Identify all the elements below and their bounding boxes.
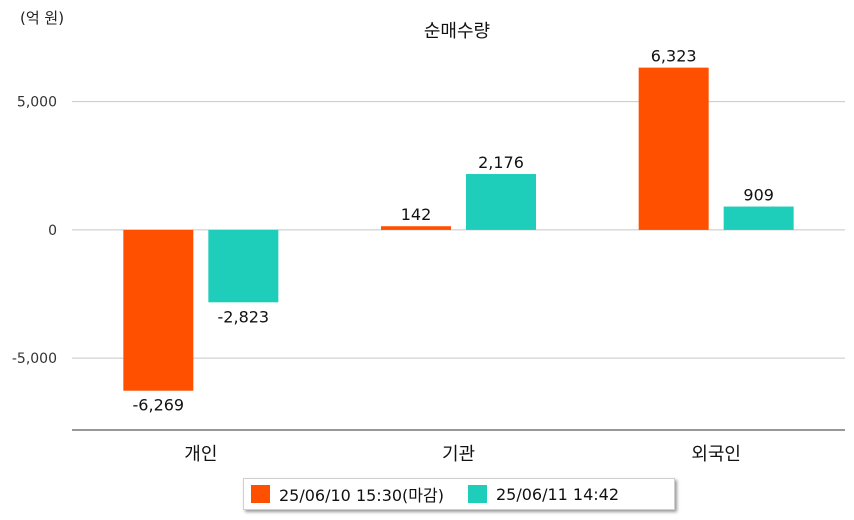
- legend-item-series-2[interactable]: 25/06/11 14:42: [467, 484, 620, 504]
- legend-item-series-1[interactable]: 25/06/10 15:30(마감): [251, 482, 444, 506]
- y-tick-label-5-000: -5,000: [12, 351, 57, 367]
- data-label-series-1-2: 6,323: [651, 47, 697, 66]
- data-label-series-1-1: 142: [401, 205, 432, 224]
- data-label-series-2-2: 909: [743, 186, 774, 205]
- bar-series-1-zero-2: [638, 67, 709, 230]
- bar-series-1-zero-1: [381, 226, 451, 230]
- y-tick-label-0: 0: [48, 223, 57, 239]
- legend-swatch-series-1: [251, 485, 270, 503]
- legend-label-series-2: 25/06/11 14:42: [495, 484, 620, 504]
- unit-label: (억 원): [20, 9, 65, 27]
- legend-swatch-series-2: [467, 485, 487, 503]
- bar-series-1-zero-0: [123, 229, 194, 391]
- x-category-label-1: 기관: [442, 444, 475, 465]
- chart-title: 순매수량: [423, 21, 491, 42]
- data-label-series-1-0: -6,269: [133, 396, 185, 415]
- legend: 25/06/10 15:30(마감) 25/06/11 14:42: [243, 478, 675, 510]
- bar-series-2-zero-1: [466, 174, 536, 230]
- x-category-label-0: 개인: [184, 444, 217, 465]
- bar-series-2-zero-2: [723, 206, 794, 230]
- data-label-series-2-0: -2,823: [218, 307, 270, 326]
- y-tick-label-5-000: 5,000: [17, 95, 57, 111]
- data-label-series-2-1: 2,176: [478, 153, 524, 172]
- x-category-label-2: 외국인: [691, 444, 741, 465]
- bar-series-2-zero-0: [208, 229, 279, 303]
- legend-label-series-1: 25/06/10 15:30(마감): [279, 486, 444, 505]
